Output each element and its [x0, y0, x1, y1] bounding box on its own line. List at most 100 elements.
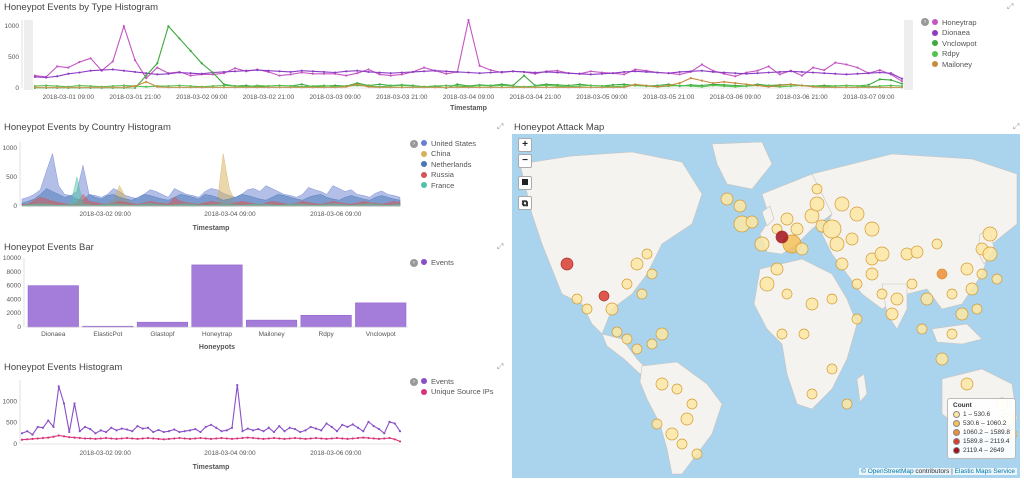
attack-bubble[interactable]: [807, 389, 817, 399]
data-point[interactable]: [367, 437, 369, 439]
data-point[interactable]: [252, 429, 254, 431]
attack-bubble[interactable]: [771, 263, 783, 275]
data-point[interactable]: [145, 75, 147, 77]
attack-bubble[interactable]: [777, 329, 787, 339]
data-point[interactable]: [445, 70, 447, 72]
data-point[interactable]: [21, 432, 23, 434]
data-point[interactable]: [301, 83, 303, 85]
data-point[interactable]: [534, 71, 536, 73]
data-point[interactable]: [100, 429, 102, 431]
data-point[interactable]: [679, 71, 681, 73]
data-point[interactable]: [690, 70, 692, 72]
data-point[interactable]: [304, 429, 306, 431]
legend-item[interactable]: Netherlands: [421, 159, 476, 170]
data-point[interactable]: [352, 437, 354, 439]
attack-bubble[interactable]: [810, 197, 824, 211]
data-point[interactable]: [37, 426, 39, 428]
data-point[interactable]: [294, 428, 296, 430]
data-point[interactable]: [226, 429, 228, 431]
data-point[interactable]: [388, 437, 390, 439]
attack-bubble[interactable]: [791, 223, 803, 235]
data-point[interactable]: [479, 72, 481, 74]
attack-bubble[interactable]: [642, 249, 652, 259]
data-point[interactable]: [145, 72, 147, 74]
data-point[interactable]: [712, 84, 714, 86]
data-point[interactable]: [734, 75, 736, 77]
attack-bubble[interactable]: [561, 258, 573, 270]
data-point[interactable]: [645, 84, 647, 86]
data-point[interactable]: [367, 86, 369, 88]
data-point[interactable]: [252, 437, 254, 439]
data-point[interactable]: [334, 71, 336, 73]
attack-bubble[interactable]: [961, 263, 973, 275]
zoom-in-button[interactable]: +: [518, 138, 532, 152]
data-point[interactable]: [467, 19, 469, 21]
data-point[interactable]: [356, 83, 358, 85]
data-point[interactable]: [78, 71, 80, 73]
attack-bubble[interactable]: [947, 289, 957, 299]
attack-bubble[interactable]: [656, 328, 668, 340]
attack-bubble[interactable]: [992, 274, 1002, 284]
data-point[interactable]: [823, 72, 825, 74]
data-point[interactable]: [262, 438, 264, 440]
data-point[interactable]: [701, 70, 703, 72]
data-point[interactable]: [315, 437, 317, 439]
data-point[interactable]: [156, 67, 158, 69]
data-point[interactable]: [184, 430, 186, 432]
data-point[interactable]: [121, 428, 123, 430]
data-point[interactable]: [367, 68, 369, 70]
legend-item[interactable]: Dionaea: [932, 28, 977, 39]
attack-bubble[interactable]: [692, 449, 702, 459]
expand-icon[interactable]: ⤢: [1013, 122, 1019, 132]
map-canvas[interactable]: + − ⧉ Count 1 – 530.6 530.6 – 1060.2 1060.…: [512, 134, 1020, 478]
data-point[interactable]: [845, 73, 847, 75]
data-point[interactable]: [445, 73, 447, 75]
data-point[interactable]: [168, 430, 170, 432]
legend-item[interactable]: Events: [421, 257, 454, 268]
data-point[interactable]: [157, 429, 159, 431]
data-point[interactable]: [723, 81, 725, 83]
data-point[interactable]: [634, 83, 636, 85]
data-point[interactable]: [126, 428, 128, 430]
data-point[interactable]: [367, 71, 369, 73]
data-point[interactable]: [357, 427, 359, 429]
data-point[interactable]: [56, 75, 58, 77]
data-point[interactable]: [241, 430, 243, 432]
data-point[interactable]: [123, 70, 125, 72]
data-point[interactable]: [745, 83, 747, 85]
attack-bubble[interactable]: [796, 243, 808, 255]
data-point[interactable]: [231, 438, 233, 440]
attack-bubble[interactable]: [721, 193, 733, 205]
attack-bubble[interactable]: [983, 247, 997, 261]
attack-bubble[interactable]: [891, 293, 903, 305]
data-point[interactable]: [257, 428, 259, 430]
data-point[interactable]: [879, 71, 881, 73]
data-point[interactable]: [388, 421, 390, 423]
data-point[interactable]: [325, 438, 327, 440]
draw-rectangle-button[interactable]: [518, 176, 532, 190]
data-point[interactable]: [812, 67, 814, 69]
data-point[interactable]: [147, 437, 149, 439]
osm-link[interactable]: © OpenStreetMap: [861, 468, 913, 475]
attack-bubble[interactable]: [961, 378, 973, 390]
data-point[interactable]: [901, 80, 903, 82]
data-point[interactable]: [399, 440, 401, 442]
data-point[interactable]: [67, 73, 69, 75]
bar-mailoney[interactable]: [246, 320, 297, 327]
data-point[interactable]: [268, 437, 270, 439]
data-point[interactable]: [378, 428, 380, 430]
data-point[interactable]: [312, 73, 314, 75]
data-point[interactable]: [205, 437, 207, 439]
data-point[interactable]: [412, 71, 414, 73]
data-point[interactable]: [26, 430, 28, 432]
data-point[interactable]: [256, 69, 258, 71]
data-point[interactable]: [394, 422, 396, 424]
data-point[interactable]: [336, 437, 338, 439]
data-point[interactable]: [345, 86, 347, 88]
attack-bubble[interactable]: [852, 279, 862, 289]
data-point[interactable]: [42, 427, 44, 429]
attack-bubble[interactable]: [823, 220, 841, 238]
data-point[interactable]: [112, 60, 114, 62]
attack-bubble[interactable]: [846, 233, 858, 245]
data-point[interactable]: [201, 62, 203, 64]
